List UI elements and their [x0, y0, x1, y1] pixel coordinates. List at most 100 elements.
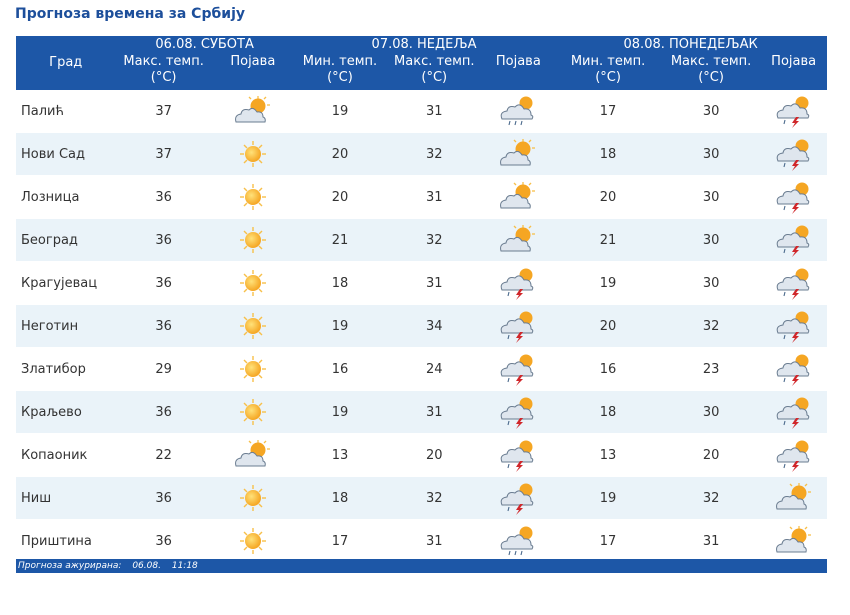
thunderstorm-icon	[772, 139, 816, 171]
phenomenon-cell	[760, 218, 827, 262]
phenomenon-cell	[482, 519, 555, 563]
min-temp-cell: 20	[293, 132, 387, 176]
phenomenon-cell	[760, 304, 827, 348]
partly-cloudy-icon	[772, 483, 816, 510]
max-temp-cell: 31	[661, 519, 761, 563]
phenomenon-cell	[211, 261, 294, 305]
thunderstorm-icon	[496, 268, 540, 300]
min-temp-cell: 18	[293, 476, 387, 520]
min-temp-cell: 19	[293, 390, 387, 434]
phenomenon-cell	[211, 304, 294, 348]
max-temp-cell: 36	[115, 218, 212, 262]
max-temp-cell: 31	[386, 90, 483, 133]
min-temp-cell: 20	[293, 175, 387, 219]
city-cell: Палић	[16, 90, 116, 133]
header-max-temp: Макс. темп. (°C)	[115, 53, 212, 90]
sunny-icon	[231, 356, 275, 382]
phenomenon-cell	[760, 519, 827, 563]
thunderstorm-icon	[772, 182, 816, 214]
city-cell: Неготин	[16, 304, 116, 348]
phenomenon-cell	[211, 519, 294, 563]
thunderstorm-icon	[772, 397, 816, 429]
max-temp-cell: 31	[386, 175, 483, 219]
table-row: Неготин 36 19 34 20 32	[16, 304, 827, 348]
sunny-icon	[231, 141, 275, 167]
phenomenon-cell	[482, 218, 555, 262]
thunderstorm-icon	[772, 440, 816, 472]
max-temp-cell: 29	[115, 347, 212, 391]
sunny-icon	[231, 184, 275, 210]
max-temp-cell: 37	[115, 132, 212, 176]
thunderstorm-icon	[772, 225, 816, 257]
phenomenon-cell	[760, 347, 827, 391]
phenomenon-cell	[760, 261, 827, 305]
sunny-icon	[231, 313, 275, 339]
phenomenon-cell	[482, 390, 555, 434]
header-max-temp: Макс. темп. (°C)	[661, 53, 761, 90]
city-cell: Златибор	[16, 347, 116, 391]
footer-time: 11:18	[171, 561, 198, 571]
header-day-3: 08.08. ПОНЕДЕЉАК	[554, 36, 827, 53]
max-temp-cell: 36	[115, 519, 212, 563]
table-row: Лозница 36 20 31 20 30	[16, 175, 827, 219]
max-temp-cell: 36	[115, 390, 212, 434]
header-day-2: 07.08. НЕДЕЉА	[293, 36, 555, 53]
table-row: Приштина 36 17 31 17 31	[16, 519, 827, 563]
phenomenon-cell	[211, 90, 294, 133]
sunny-icon	[231, 485, 275, 511]
thunderstorm-icon	[496, 354, 540, 386]
table-row: Нови Сад 37 20 32 18 30	[16, 132, 827, 176]
max-temp-cell: 30	[661, 390, 761, 434]
header-day-1: 06.08. СУБОТА	[115, 36, 294, 53]
max-temp-cell: 30	[661, 261, 761, 305]
phenomenon-cell	[211, 347, 294, 391]
thunderstorm-icon	[772, 268, 816, 300]
max-temp-cell: 30	[661, 218, 761, 262]
phenomenon-cell	[482, 261, 555, 305]
table-row: Крагујевац 36 18 31 19 30	[16, 261, 827, 305]
max-temp-cell: 36	[115, 175, 212, 219]
table-row: Палић 37 19 31 17 30	[16, 90, 827, 133]
max-temp-cell: 24	[386, 347, 483, 391]
header-phenomenon: Појава	[211, 53, 294, 90]
thunderstorm-icon	[496, 440, 540, 472]
max-temp-cell: 30	[661, 175, 761, 219]
header-max-temp: Макс. темп. (°C)	[386, 53, 483, 90]
max-temp-cell: 37	[115, 90, 212, 133]
min-temp-cell: 20	[554, 175, 662, 219]
phenomenon-cell	[211, 433, 294, 477]
min-temp-cell: 20	[554, 304, 662, 348]
phenomenon-cell	[482, 304, 555, 348]
sunny-icon	[231, 528, 275, 554]
max-temp-cell: 22	[115, 433, 212, 477]
phenomenon-cell	[760, 175, 827, 219]
max-temp-cell: 23	[661, 347, 761, 391]
min-temp-cell: 16	[293, 347, 387, 391]
phenomenon-cell	[482, 90, 555, 133]
sunny-icon	[231, 227, 275, 253]
min-temp-cell: 18	[293, 261, 387, 305]
phenomenon-cell	[211, 390, 294, 434]
min-temp-cell: 13	[293, 433, 387, 477]
thunderstorm-icon	[772, 354, 816, 386]
showers-icon	[496, 526, 540, 556]
max-temp-cell: 32	[661, 304, 761, 348]
min-temp-cell: 16	[554, 347, 662, 391]
thunderstorm-icon	[496, 397, 540, 429]
phenomenon-cell	[760, 90, 827, 133]
max-temp-cell: 30	[661, 132, 761, 176]
partly-cloudy-icon	[772, 526, 816, 553]
city-cell: Приштина	[16, 519, 116, 563]
phenomenon-cell	[211, 132, 294, 176]
max-temp-cell: 20	[386, 433, 483, 477]
min-temp-cell: 21	[293, 218, 387, 262]
min-temp-cell: 17	[293, 519, 387, 563]
city-cell: Краљево	[16, 390, 116, 434]
phenomenon-cell	[760, 132, 827, 176]
table-row: Ниш 36 18 32 19 32	[16, 476, 827, 520]
thunderstorm-icon	[496, 311, 540, 343]
phenomenon-cell	[760, 476, 827, 520]
max-temp-cell: 31	[386, 390, 483, 434]
min-temp-cell: 19	[293, 304, 387, 348]
update-footer: Прогноза ажурирана: 06.08. 11:18	[16, 559, 827, 573]
